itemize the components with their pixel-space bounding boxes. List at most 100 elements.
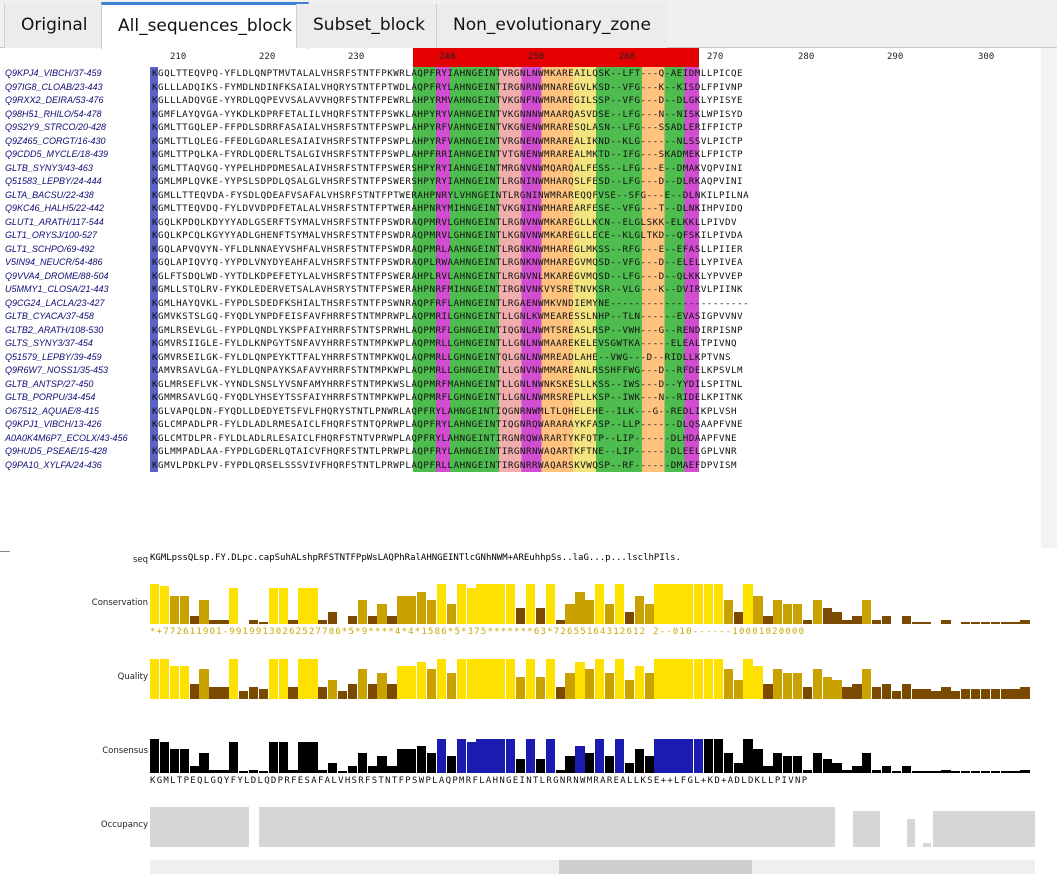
alignment-row[interactable]: KGLCMPADLPR-FYLDLADLRMESAICLFHQRFSTNTQPR… (150, 418, 1040, 432)
histogram-bar (258, 689, 269, 699)
sequence-id[interactable]: GLTB_SYNY3/43-463 (5, 162, 93, 173)
histogram-bar (387, 616, 397, 624)
sequence-id[interactable]: GLT1_ORYSJ/100-527 (5, 230, 98, 240)
histogram-bar (229, 659, 239, 699)
horizontal-scrollbar-thumb[interactable] (559, 860, 752, 874)
sequence-id[interactable]: Q9KPJ1_VIBCH/13-426 (5, 419, 102, 429)
alignment-row[interactable]: KGMLTTPQLKA-FYRDLQDERLTSALGIVHSRFSTNTFPS… (150, 148, 1040, 162)
logo-column (872, 770, 882, 773)
alignment-ruler[interactable]: 210 220 230 240 250 260 270 280 290 300 (150, 48, 1040, 64)
sequence-id[interactable]: A0A0K4M6P7_ECOLX/43-456 (5, 432, 128, 443)
sequence-id[interactable]: Q9S2Y9_STRCO/20-428 (5, 122, 107, 132)
logo-column (407, 749, 417, 773)
sequence-id[interactable]: Q9R6W7_NOSS1/35-453 (5, 365, 109, 375)
tab-original[interactable]: Original (4, 4, 104, 48)
alignment-row[interactable]: KGQLAPVQVYN-YFLDLNNAEYVSHFALVHSRFSTNTFPS… (150, 242, 1040, 256)
histogram-bar (159, 586, 170, 624)
quality-histogram[interactable] (150, 655, 1035, 699)
sequence-id[interactable]: Q51583_LEPBY/24-444 (5, 176, 102, 186)
alignment-panel[interactable]: KGQLTTEQVPQ-YFLDLQNPTMVTALALVHSRFSTNTFPK… (150, 67, 1040, 487)
sequence-id[interactable]: Q97IG8_CLOAB/23-443 (5, 81, 103, 92)
histogram-bar (881, 616, 892, 624)
sequence-id-panel[interactable]: Q9KPJ4_VIBCH/37-459 Q97IG8_CLOAB/23-443 Q9… (0, 67, 150, 472)
alignment-row[interactable]: KGMLLTTEQVDA-FYSDLQDEAFVSAFALVHSRFSTNTFP… (150, 188, 1040, 202)
consensus-logo[interactable] (150, 735, 1035, 773)
alignment-row[interactable]: KGMMRSAVLGQ-FYQDLYHSEYTSSFAIYHRRFSTNTMPK… (150, 391, 1040, 405)
sequence-id[interactable]: V5IN94_NEUCR/54-486 (5, 257, 103, 267)
logo-column (278, 742, 288, 773)
histogram-bar (258, 622, 269, 624)
sequence-id[interactable]: O67512_AQUAE/8-415 (5, 405, 100, 416)
sequence-id[interactable]: Q9CG24_LACLA/23-427 (5, 297, 105, 308)
alignment-row[interactable]: KGLMRSEFLVK-YYNDLSNSLYVSNFAMYHRRFSTNTMPK… (150, 377, 1040, 391)
logo-column (891, 771, 902, 773)
alignment-row[interactable]: KGMLTTAQVGQ-YYPELHDPDMESALAIVHSRFSTNTFPS… (150, 161, 1040, 175)
sequence-id[interactable]: GLTB_ANTSP/27-450 (5, 378, 94, 389)
alignment-row[interactable]: KGLMMPADLAA-FYPDLGDERLQTAICVFHQRFSTNTLPR… (150, 445, 1040, 459)
alignment-row[interactable]: KGMLLSTQLRV-FYKDLEDERVETSALAVHSRYSTNTFPS… (150, 283, 1040, 297)
alignment-row[interactable]: KGQLKPDQLKDYYYADLGSERFTSYMALVHSRFSTNTFPS… (150, 215, 1040, 229)
sequence-id[interactable]: GLTS_SYNY3/37-454 (5, 338, 93, 348)
histogram-bar (970, 622, 981, 624)
alignment-row[interactable]: KGMVRSIIGLE-FYLDLKNPGYTSNFAVYHRRFSTNTMPK… (150, 337, 1040, 351)
tab-all-sequences-block[interactable]: All_sequences_block (101, 2, 309, 49)
selected-columns-marker[interactable] (413, 48, 699, 67)
alignment-row[interactable]: KGMVLPDKLPV-FYPDLQRSELSSSVIVFHQRFSTNTLPR… (150, 458, 1040, 472)
column-color-block (150, 215, 158, 229)
tab-subset-block[interactable]: Subset_block (296, 4, 441, 48)
alignment-row[interactable]: KGMFLAYQVGA-YYKDLKDPRFETALILVHQRFSTNTFPS… (150, 107, 1040, 121)
alignment-row[interactable]: KGMLRSEVLGL-FYPDLQNDLYKSPFAIYHRRFSTNTSPR… (150, 323, 1040, 337)
occupancy-histogram[interactable] (150, 807, 1035, 847)
alignment-row[interactable]: KGLFTSDQLWD-YYTDLKDPEFETYLALVHSRFSTNTFPS… (150, 269, 1040, 283)
histogram-bar (743, 659, 753, 699)
alignment-row[interactable]: KGMLTTLQLEG-FFEDLGDARLESAIAIVHSRFSTNTFPS… (150, 134, 1040, 148)
alignment-row[interactable]: KGQLTTEQVPQ-YFLDLQNPTMVTALALVHSRFSTNTFPK… (150, 67, 1040, 81)
histogram-bar (911, 689, 921, 699)
sequence-id[interactable]: GLTB_CYACA/37-458 (5, 311, 94, 321)
sequence-id[interactable]: Q98H51_RHILO/54-478 (5, 108, 102, 119)
histogram-bar (426, 669, 437, 699)
alignment-row[interactable]: KGQLKPCQLKGYYYADLGHENFTSYMALVHSRFSTNTFPS… (150, 229, 1040, 243)
logo-column (525, 739, 536, 773)
sequence-id[interactable]: GLT1_SCHPO/69-492 (5, 243, 95, 254)
alignment-row[interactable]: KGLLLADQIKS-FYMDLNDINFKSAIALVHQRYSTNTFPT… (150, 80, 1040, 94)
sequence-id[interactable]: Q9VVA4_DROME/88-504 (5, 270, 109, 281)
logo-column (753, 749, 763, 773)
alignment-row[interactable]: KGLCMTDLPR-FYLDLADLRLESAICLFHQRFSTNTVPRW… (150, 431, 1040, 445)
sequence-id[interactable]: Q9KPJ4_VIBCH/37-459 (5, 68, 102, 78)
sequence-id[interactable]: Q9KC46_HALH5/22-442 (5, 203, 105, 213)
sequence-id[interactable]: Q9Z465_CORGT/16-430 (5, 135, 106, 146)
sequence-id[interactable]: GLTB2_ARATH/108-530 (5, 324, 104, 335)
sequence-id[interactable]: U5MMY1_CLOSA/21-443 (5, 284, 109, 294)
histogram-bar (911, 622, 921, 624)
sequence-id[interactable]: Q51579_LEPBY/39-459 (5, 351, 102, 362)
logo-column (941, 770, 951, 773)
selected-region-coloring (413, 296, 699, 310)
vertical-scrollbar[interactable] (1041, 48, 1057, 548)
alignment-row[interactable]: KGLVAPQLDN-FYQDLLDEDYETSFVLFHQRYSTNTLPNW… (150, 404, 1040, 418)
alignment-row[interactable]: KAMVRSAVLGA-FYLDLQNPAYKSAFAVYHRRFSTNTMPK… (150, 364, 1040, 378)
horizontal-scrollbar[interactable] (150, 860, 1035, 874)
sequence-id[interactable]: Q9CDD5_MYCLE/18-439 (5, 149, 109, 159)
sequence-id[interactable]: GLUT1_ARATH/117-544 (5, 216, 104, 227)
sequence-id[interactable]: GLTA_BACSU/22-438 (5, 189, 94, 200)
sequence-id[interactable]: Q9RXX2_DEIRA/53-476 (5, 95, 104, 105)
alignment-row[interactable]: KGMLTTEQVDQ-FYLDVVDPDFETALALVHSRFSTNTFPT… (150, 202, 1040, 216)
alignment-row[interactable]: KGLLLADQVGE-YYRDLQQPEVVSALAVVHQRFSTNTFPE… (150, 94, 1040, 108)
sequence-id[interactable]: Q9PA10_XYLFA/24-436 (5, 459, 102, 470)
sequence-id[interactable]: GLTB_PORPU/34-454 (5, 392, 96, 402)
conservation-histogram[interactable] (150, 580, 1035, 624)
alignment-row[interactable]: KGMLHAYQVKL-FYPDLSDEDFKSHIALTHSRFSTNTFPS… (150, 296, 1040, 310)
histogram-bar (476, 584, 486, 624)
tab-non-evolutionary-zone[interactable]: Non_evolutionary_zone (436, 4, 667, 48)
alignment-row[interactable]: KGMVKSTSLGQ-FYQDLYNPDFEISFAVFHRRFSTNTMPR… (150, 310, 1040, 324)
alignment-row[interactable]: KGMVRSEILGK-FYLDLQNPEYKTTFALYHRRFSTNTMPK… (150, 350, 1040, 364)
alignment-row[interactable]: KGMLTTGQLEP-FFPDLSDRRFASAIALVHSRFSTNTFPS… (150, 121, 1040, 135)
histogram-bar (535, 608, 546, 624)
alignment-row[interactable]: KGQLAPIQVYQ-YYPDLVNYDYEAHFALVHSRFSTNTFPS… (150, 256, 1040, 270)
alignment-row[interactable]: KGMLMPLQVKE-YYPSLSDPDLQSALGLVHSRFSTNTFPS… (150, 175, 1040, 189)
panel-divider[interactable] (0, 551, 10, 552)
sequence-id[interactable]: Q9HUD5_PSEAE/15-428 (5, 446, 108, 456)
sequence-residues: KGMLMPLQVKE-YYPSLSDPDLQSALGLVHSRFSTNTFPS… (152, 176, 744, 187)
occupancy-bar (907, 819, 915, 847)
